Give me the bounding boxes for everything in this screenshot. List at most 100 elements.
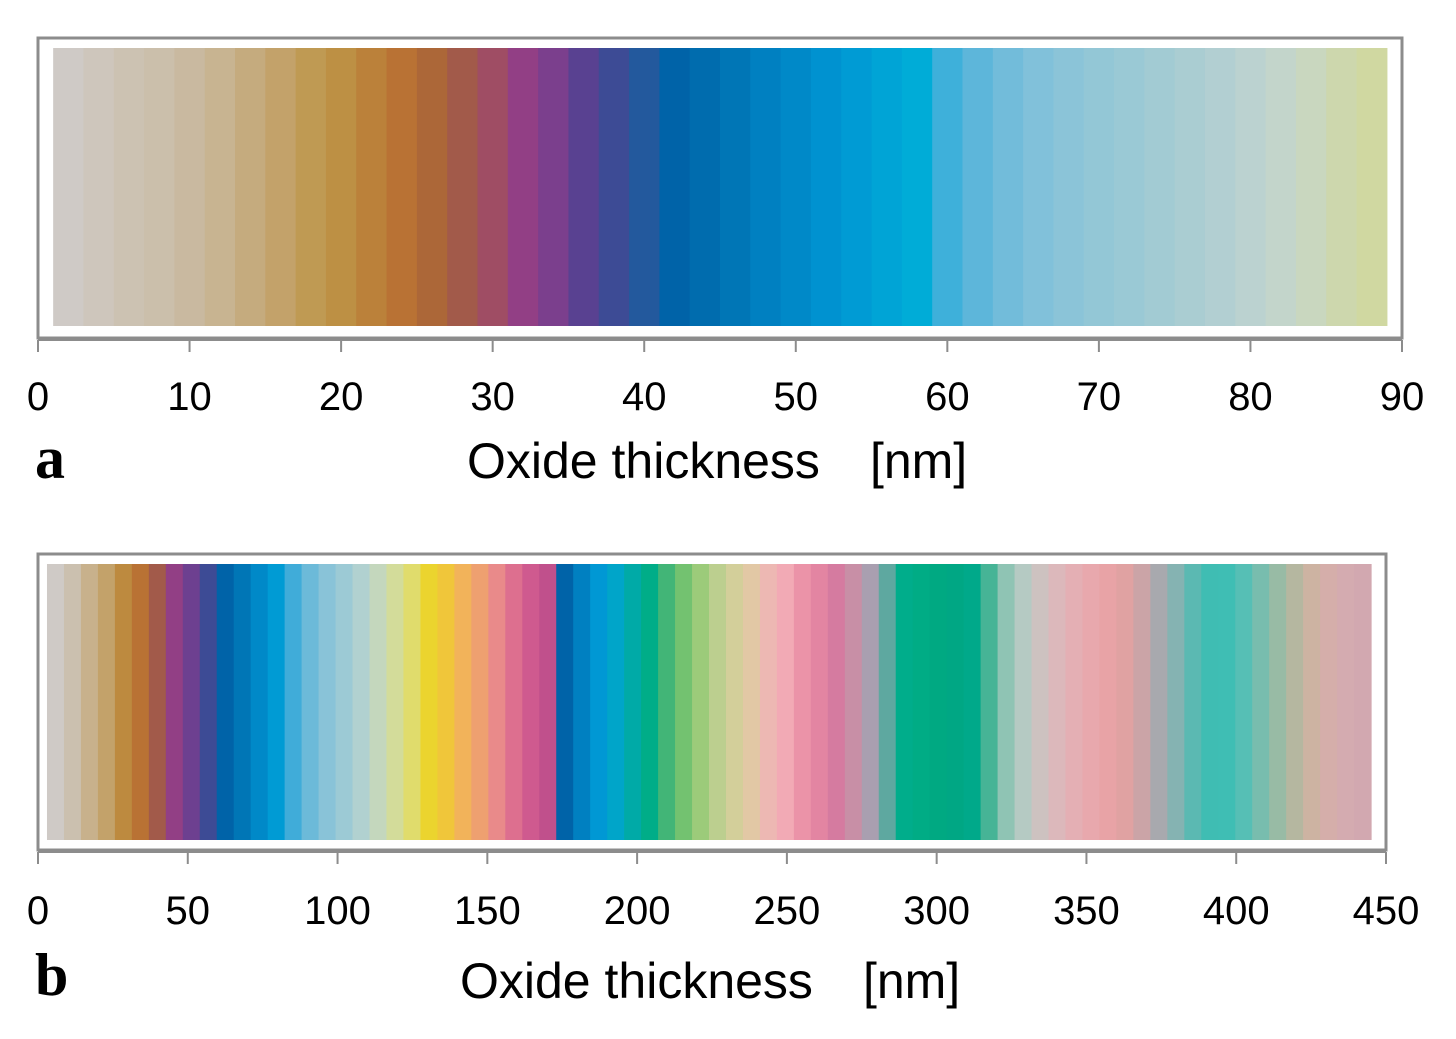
color-band <box>538 48 570 326</box>
color-band <box>1167 564 1185 840</box>
color-band <box>131 564 150 840</box>
color-band <box>573 564 591 840</box>
x-tick-label: 200 <box>604 889 671 933</box>
color-band <box>204 48 236 326</box>
color-band <box>759 564 778 840</box>
color-band <box>265 48 297 326</box>
color-band <box>113 48 145 326</box>
x-tick-label: 30 <box>470 375 515 419</box>
x-tick-label: 300 <box>903 889 970 933</box>
color-band <box>878 564 897 840</box>
color-band <box>182 564 201 840</box>
color-band <box>1354 564 1372 840</box>
x-tick-label: 400 <box>1203 889 1270 933</box>
color-band <box>932 48 964 326</box>
color-band <box>1014 564 1033 840</box>
color-band <box>590 564 608 840</box>
color-band <box>750 48 782 326</box>
color-band <box>1356 48 1388 326</box>
color-band <box>895 564 914 840</box>
color-band <box>114 564 133 840</box>
color-band <box>1053 48 1085 326</box>
color-band <box>1114 48 1145 326</box>
color-band <box>386 48 418 326</box>
color-band <box>1235 48 1267 326</box>
x-tick-label: 10 <box>167 375 212 419</box>
x-tick-label: 80 <box>1228 375 1273 419</box>
color-band <box>488 564 506 840</box>
color-band <box>725 564 744 840</box>
color-band <box>454 564 472 840</box>
color-band <box>742 564 761 840</box>
color-band <box>539 564 557 840</box>
color-band <box>250 564 269 840</box>
color-band <box>780 48 812 326</box>
color-band <box>301 564 320 840</box>
panel-label: b <box>35 942 68 1008</box>
color-band <box>1337 564 1355 840</box>
color-band <box>1048 564 1067 840</box>
color-band <box>871 48 903 326</box>
color-band <box>607 564 625 840</box>
color-band <box>658 564 676 840</box>
color-band <box>1174 48 1206 326</box>
color-band <box>1133 564 1151 840</box>
color-band <box>810 564 829 840</box>
x-tick-label: 60 <box>925 375 970 419</box>
color-band <box>447 48 479 326</box>
color-band <box>776 564 795 840</box>
color-band <box>1252 564 1270 840</box>
color-band <box>403 564 422 840</box>
color-band <box>963 564 982 840</box>
color-band <box>1320 564 1338 840</box>
color-band <box>1204 48 1236 326</box>
color-bands <box>46 564 1372 840</box>
color-band <box>507 48 539 326</box>
color-band <box>356 48 388 326</box>
x-tick-label: 50 <box>774 375 819 419</box>
color-band <box>505 564 523 840</box>
color-band <box>1265 48 1297 326</box>
x-axis-unit: [nm] <box>870 433 967 489</box>
color-band <box>471 564 489 840</box>
colorbar-chart-b: 0 50 100 150 200 250 300 350 400 450 Oxide thickne… <box>27 552 1420 1009</box>
color-band <box>369 564 388 840</box>
color-band <box>844 564 863 840</box>
x-tick-label: 150 <box>454 889 521 933</box>
color-band <box>689 48 721 326</box>
x-tick-label: 50 <box>166 889 211 933</box>
x-axis-unit: [nm] <box>863 953 960 1009</box>
color-band <box>827 564 846 840</box>
color-band <box>946 564 965 840</box>
color-band <box>522 564 540 840</box>
color-band <box>284 564 303 840</box>
color-band <box>793 564 812 840</box>
color-band <box>810 48 842 326</box>
panel-a: 0 10 20 30 40 50 60 70 80 90 Oxide thickness [nm] a <box>27 36 1424 491</box>
x-tick-label: 0 <box>27 889 49 933</box>
color-band <box>1303 564 1321 840</box>
color-band <box>1065 564 1084 840</box>
color-band <box>199 564 218 840</box>
color-bands <box>53 48 1388 326</box>
color-band <box>675 564 693 840</box>
color-band <box>267 564 286 840</box>
color-band <box>861 564 880 840</box>
x-tick-label: 350 <box>1053 889 1120 933</box>
x-axis-title: Oxide thickness <box>460 953 813 1009</box>
color-band <box>318 564 337 840</box>
color-band <box>1201 564 1219 840</box>
color-band <box>1099 564 1117 840</box>
x-tick-label: 70 <box>1077 375 1122 419</box>
color-band <box>144 48 175 326</box>
color-band <box>929 564 948 840</box>
color-band <box>165 564 184 840</box>
color-band <box>1023 48 1055 326</box>
color-band <box>1218 564 1236 840</box>
color-band <box>1082 564 1101 840</box>
color-band <box>335 564 354 840</box>
color-band <box>477 48 509 326</box>
color-band <box>1235 564 1253 840</box>
color-band <box>659 48 691 326</box>
x-tick-label: 450 <box>1353 889 1420 933</box>
